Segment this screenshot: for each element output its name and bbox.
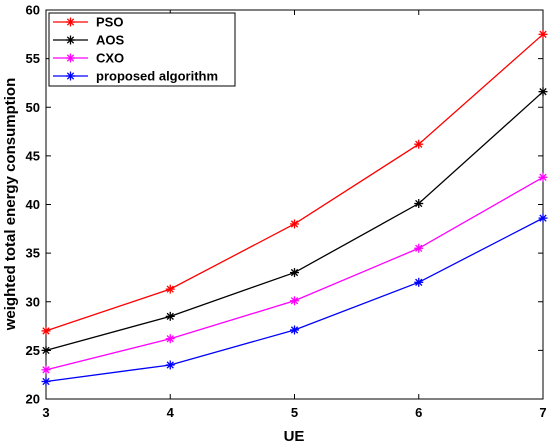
series-1 <box>41 87 548 355</box>
series-3 <box>41 213 548 386</box>
y-axis-label: weighted total energy consumption <box>2 78 19 332</box>
data-point <box>414 277 424 287</box>
legend-label: CXO <box>96 51 124 66</box>
x-tick-label: 6 <box>415 405 422 420</box>
legend-label: PSO <box>96 15 123 30</box>
legend-label: proposed algorithm <box>96 69 218 84</box>
data-point <box>414 243 424 253</box>
legend-marker <box>66 71 75 81</box>
y-tick-label: 55 <box>26 51 40 66</box>
y-tick-label: 40 <box>26 197 40 212</box>
data-point <box>538 87 548 97</box>
legend-marker <box>66 53 75 63</box>
legend-marker <box>66 35 75 45</box>
y-tick-label: 30 <box>26 294 40 309</box>
data-point <box>165 284 175 294</box>
legend-marker <box>66 17 75 27</box>
series-layer <box>41 29 548 386</box>
data-point <box>165 360 175 370</box>
data-point <box>290 325 299 335</box>
y-tick-label: 50 <box>26 100 40 115</box>
data-point <box>290 219 299 229</box>
legend-item: proposed algorithm <box>53 69 218 84</box>
legend-label: AOS <box>96 33 125 48</box>
data-point <box>290 296 299 306</box>
x-tick-label: 7 <box>539 405 546 420</box>
y-tick-label: 60 <box>26 3 40 18</box>
x-tick-label: 5 <box>291 405 298 420</box>
data-point <box>165 311 175 321</box>
data-point <box>41 376 51 386</box>
legend-item: CXO <box>53 51 124 66</box>
data-point <box>41 326 51 336</box>
y-tick-label: 20 <box>26 392 40 407</box>
y-tick-label: 35 <box>26 246 40 261</box>
data-point <box>165 334 175 344</box>
data-point <box>41 345 51 355</box>
x-tick-label: 4 <box>167 405 175 420</box>
x-axis-label: UE <box>284 428 305 445</box>
series-2 <box>41 172 548 375</box>
y-tick-label: 45 <box>26 148 40 163</box>
series-0 <box>41 29 548 336</box>
data-point <box>414 199 424 209</box>
legend: PSO AOS CXO proposed algorithm <box>48 12 236 87</box>
y-axis: 20 25 30 35 40 45 50 55 60 <box>26 3 543 407</box>
x-axis: 3 4 5 6 7 <box>42 10 547 420</box>
data-point <box>538 172 548 182</box>
y-tick-label: 25 <box>26 343 40 358</box>
legend-box <box>48 12 236 87</box>
legend-item: AOS <box>53 33 125 48</box>
legend-item: PSO <box>53 15 123 30</box>
data-point <box>538 213 548 223</box>
data-point <box>41 365 51 375</box>
data-point <box>414 139 424 149</box>
data-point <box>290 268 299 278</box>
x-tick-label: 3 <box>42 405 49 420</box>
data-point <box>538 29 548 39</box>
